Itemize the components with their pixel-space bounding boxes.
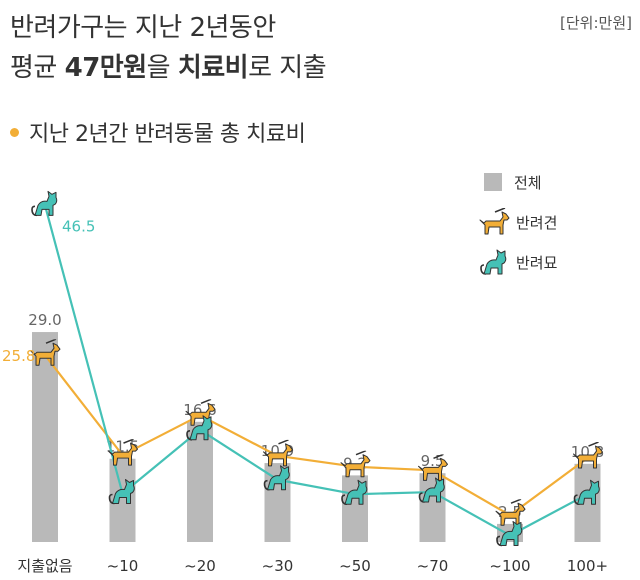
title-line-1: 반려가구는 지난 2년동안 (10, 8, 326, 48)
legend-item-cat: 반려묘 (478, 242, 557, 282)
cat-line (43, 205, 589, 537)
cat-icon (31, 190, 58, 217)
x-tick-label: 지출없음 (17, 557, 72, 575)
bar (187, 421, 213, 542)
bar-value-label: 29.0 (28, 311, 61, 329)
cat-icon (478, 248, 510, 276)
x-tick-label: ~10 (107, 557, 139, 575)
legend-swatch-total (484, 173, 502, 191)
title-text-2c: 을 (146, 53, 178, 83)
chart-subtitle-text: 지난 2년간 반려동물 총 치료비 (29, 122, 306, 147)
dog-value-label: 25.8 (2, 347, 35, 365)
x-tick-label: ~20 (184, 557, 216, 575)
cat-value-label: 46.5 (62, 217, 95, 235)
x-tick-label: ~70 (417, 557, 449, 575)
legend-label-cat: 반려묘 (516, 253, 558, 272)
x-tick-label: ~100 (489, 557, 530, 575)
legend-label-dog: 반려견 (516, 213, 558, 232)
title-text-2b: 47만원 (64, 53, 148, 83)
x-tick-label: ~50 (339, 557, 371, 575)
legend-item-total: 전체 (478, 162, 557, 202)
title-block: 반려가구는 지난 2년동안 평균 47만원을 치료비로 지출 (10, 8, 327, 88)
title-line-2: 평균 47만원을 치료비로 지출 (10, 48, 327, 88)
title-text-1: 반려가구는 지난 2년동안 (10, 13, 276, 43)
title-text-2a: 평균 (10, 53, 65, 83)
dog-icon (478, 208, 510, 236)
legend-label-total: 전체 (514, 173, 542, 192)
x-tick-label: 100+ (567, 557, 608, 575)
title-text-2d: 치료비 (177, 53, 249, 83)
unit-label: [단위:만원] (560, 14, 632, 32)
bullet-dot (10, 127, 19, 137)
chart-subtitle: 지난 2년간 반려동물 총 치료비 (10, 116, 306, 148)
title-text-2e: 로 지출 (248, 53, 327, 83)
legend: 전체 반려견 반려묘 (478, 162, 557, 282)
x-tick-label: ~30 (262, 557, 294, 575)
legend-item-dog: 반려견 (478, 202, 557, 242)
